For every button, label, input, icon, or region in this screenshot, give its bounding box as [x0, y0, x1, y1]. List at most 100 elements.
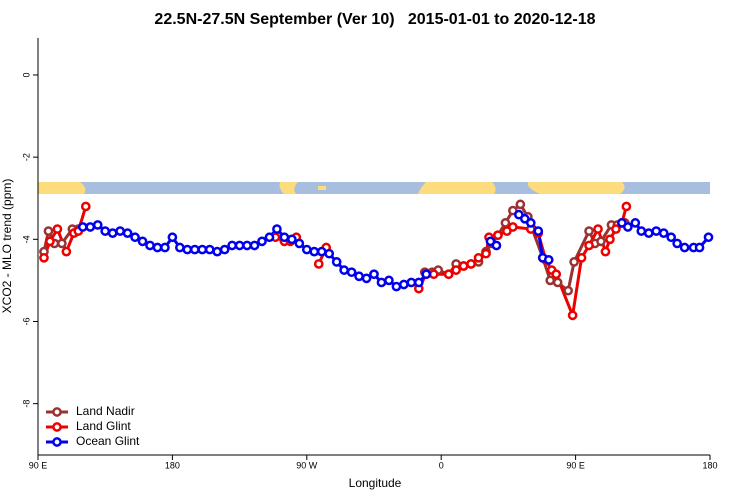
point [107, 228, 118, 238]
point [552, 277, 563, 288]
point [443, 269, 454, 280]
legend-label: Land Nadir [76, 404, 135, 418]
y-tick-label: -6 [21, 317, 31, 325]
point [508, 222, 518, 232]
y-tick-label: 0 [21, 72, 31, 77]
point [466, 259, 476, 269]
point [354, 271, 364, 282]
point [611, 224, 621, 234]
legend-swatch-point [52, 422, 62, 432]
y-tick-label: -2 [21, 153, 31, 161]
point [600, 246, 611, 257]
point [100, 226, 111, 236]
x-tick-label: 180 [165, 460, 180, 470]
point [85, 222, 96, 232]
point [391, 281, 402, 292]
point [145, 240, 155, 251]
point [115, 226, 125, 236]
legend-label: Land Glint [76, 419, 131, 433]
point [369, 269, 379, 280]
point [160, 242, 170, 253]
point [473, 252, 484, 263]
point [500, 218, 511, 228]
point [623, 222, 633, 232]
point [80, 201, 91, 212]
point [294, 238, 305, 249]
point [593, 224, 603, 234]
point [130, 232, 140, 243]
point [384, 275, 394, 286]
legend-swatch-point [52, 437, 62, 447]
x-tick-label: 180 [702, 460, 717, 470]
point [234, 240, 245, 251]
point [182, 244, 193, 255]
point [242, 240, 252, 251]
point [703, 232, 714, 243]
chart-title: 22.5N-27.5N September (Ver 10) 2015-01-0… [154, 11, 595, 28]
point [167, 232, 178, 243]
point [543, 255, 554, 265]
point [301, 244, 312, 255]
point [421, 269, 432, 280]
point [264, 232, 275, 243]
point [313, 259, 324, 269]
x-tick-label: 0 [439, 460, 444, 470]
point [666, 232, 677, 243]
point [346, 267, 357, 278]
point [92, 220, 103, 230]
point [197, 244, 208, 255]
series-line [42, 202, 626, 294]
point [77, 222, 88, 232]
point [331, 257, 342, 267]
point [219, 244, 230, 255]
y-axis-label: XCO2 - MLO trend (ppm) [0, 179, 14, 314]
point [551, 269, 562, 280]
point [45, 236, 55, 247]
point [636, 226, 647, 236]
point [545, 275, 556, 286]
point [316, 246, 327, 257]
x-axis-label: Longitude [349, 476, 402, 490]
point [361, 273, 372, 284]
point [569, 257, 579, 267]
point [227, 240, 237, 251]
point [406, 277, 417, 288]
point [43, 226, 54, 236]
point [175, 242, 185, 253]
map-strip [38, 182, 710, 194]
point [584, 226, 594, 236]
point [57, 238, 67, 249]
point [605, 234, 615, 245]
point [515, 199, 526, 210]
point [152, 242, 163, 253]
point [651, 226, 662, 236]
x-tick-label: 90 E [29, 460, 48, 470]
x-tick-label: 90 E [566, 460, 585, 470]
point [324, 248, 335, 259]
point [672, 238, 682, 249]
point [533, 226, 544, 236]
point [567, 310, 578, 321]
point [621, 201, 632, 212]
legend-swatch-point [52, 407, 62, 417]
point [458, 261, 469, 271]
point [491, 240, 502, 251]
point [576, 252, 587, 263]
point [658, 228, 669, 238]
point [204, 244, 215, 255]
point [339, 265, 349, 275]
point [643, 228, 654, 238]
point [249, 240, 260, 251]
x-tick-label: 90 W [296, 460, 318, 470]
point [679, 242, 690, 253]
point [272, 224, 282, 234]
point [493, 230, 503, 241]
y-tick-label: -8 [21, 400, 31, 408]
y-tick-label: -4 [21, 235, 31, 243]
point [630, 218, 641, 228]
point [596, 236, 606, 247]
point [584, 240, 594, 251]
point [309, 246, 320, 257]
point [189, 244, 200, 255]
point [52, 224, 63, 234]
